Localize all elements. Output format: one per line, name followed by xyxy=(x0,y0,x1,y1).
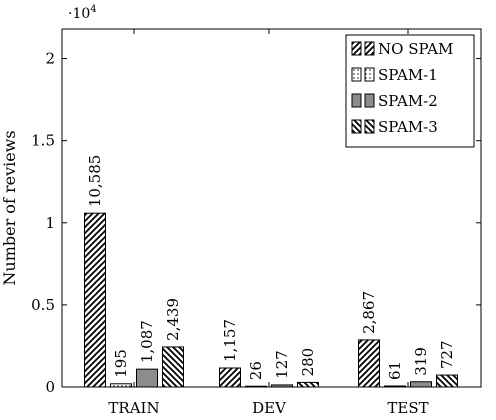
legend-swatch xyxy=(351,67,362,82)
bar xyxy=(110,383,132,388)
bar-value-label: 280 xyxy=(299,348,317,377)
legend-swatch xyxy=(364,119,375,134)
legend-swatch xyxy=(364,93,375,108)
bar-value-label: 2,867 xyxy=(360,291,378,334)
legend-entry-label: SPAM-1 xyxy=(378,66,438,84)
bar xyxy=(219,367,241,388)
legend-swatch xyxy=(351,119,362,134)
y-tick-label: 0.5 xyxy=(31,296,55,314)
legend-swatch xyxy=(351,93,362,108)
bar-value-label: 2,439 xyxy=(164,298,182,341)
y-axis-label: Number of reviews xyxy=(0,130,19,285)
bar-value-label: 1,157 xyxy=(221,319,239,362)
bar xyxy=(84,212,106,388)
bar xyxy=(384,385,406,388)
y-tick-label: 2 xyxy=(45,50,55,68)
y-tick-label: 1.5 xyxy=(31,132,55,150)
legend: NO SPAM SPAM-1 SPAM-2 SPAM-3 xyxy=(345,34,475,148)
x-tick-label: TRAIN xyxy=(108,399,159,417)
legend-entry-label: SPAM-2 xyxy=(378,92,438,110)
bar-value-label: 195 xyxy=(112,349,130,378)
y-axis: 0 0.5 1 1.5 2 xyxy=(31,50,481,396)
bar xyxy=(297,381,319,388)
bar xyxy=(271,384,293,388)
y-tick-label: 1 xyxy=(45,214,55,232)
bar xyxy=(162,346,184,388)
bars-group xyxy=(84,212,458,388)
x-tick-label: TEST xyxy=(387,399,428,417)
bar-value-label: 319 xyxy=(412,347,430,376)
x-axis: TRAIN DEV TEST xyxy=(108,29,429,417)
data-labels-group: 10,585 195 1,087 2,439 1,157 26 127 280 2,867 61 3… xyxy=(86,155,456,381)
bar-value-label: 10,585 xyxy=(86,155,104,208)
bar xyxy=(436,374,458,388)
bar-value-label: 1,087 xyxy=(138,320,156,363)
bar-value-label: 26 xyxy=(247,361,265,380)
legend-swatch xyxy=(364,67,375,82)
bar xyxy=(136,368,158,388)
bar-value-label: 127 xyxy=(273,350,291,379)
legend-swatch xyxy=(351,41,362,56)
legend-swatch xyxy=(364,41,375,56)
bar-value-label: 61 xyxy=(386,361,404,380)
bar xyxy=(358,339,380,388)
legend-entry-label: NO SPAM xyxy=(378,40,453,58)
bar xyxy=(245,385,267,388)
bar-value-label: 727 xyxy=(438,340,456,369)
y-scale-label: ·104 xyxy=(68,4,97,22)
y-tick-label: 0 xyxy=(45,378,55,396)
bar xyxy=(410,381,432,388)
x-tick-label: DEV xyxy=(252,399,287,417)
legend-entry-label: SPAM-3 xyxy=(378,118,438,136)
